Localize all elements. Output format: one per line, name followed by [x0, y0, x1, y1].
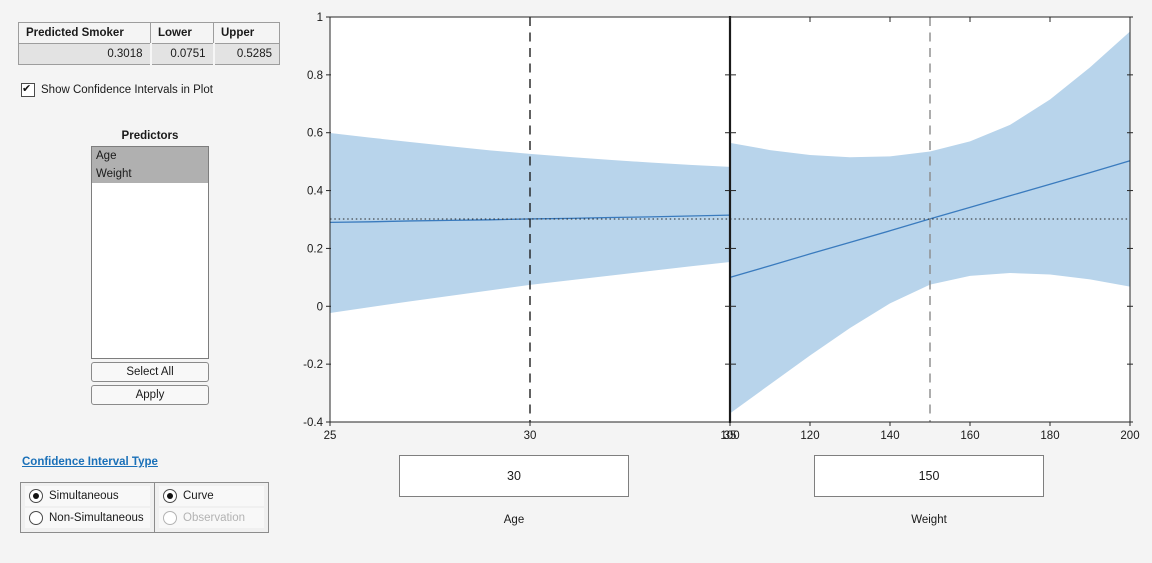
radio-simultaneous[interactable]: Simultaneous	[25, 486, 150, 506]
y-tick-label: -0.2	[303, 359, 323, 371]
radio-icon-non-simultaneous[interactable]	[29, 511, 43, 525]
weight-x-tick-label: 100	[720, 430, 739, 442]
y-tick-label: -0.4	[303, 417, 323, 429]
list-item-age[interactable]: Age	[92, 147, 208, 165]
age-x-tick-label: 35	[724, 430, 737, 442]
confidence-interval-type-link[interactable]: Confidence Interval Type	[22, 456, 158, 468]
weight-x-tick-label: 180	[1040, 430, 1059, 442]
column-header-lower: Lower	[150, 22, 214, 44]
radio-icon-simultaneous[interactable]	[29, 489, 43, 503]
column-header-upper: Upper	[213, 22, 280, 44]
radio-icon-curve[interactable]	[163, 489, 177, 503]
age-editor-label: Age	[503, 514, 525, 526]
y-tick-label: 0	[317, 301, 323, 313]
y-tick-label: 0.2	[307, 243, 323, 255]
radio-label: Simultaneous	[49, 490, 119, 502]
radio-non-simultaneous[interactable]: Non-Simultaneous	[25, 508, 150, 528]
predicted-value: 0.3018	[18, 43, 151, 65]
weight-editor-label: Weight	[911, 514, 947, 526]
age-x-tick-label: 25	[324, 430, 337, 442]
radio-label: Curve	[183, 490, 214, 502]
y-tick-label: 0.8	[307, 70, 323, 82]
age-value-input[interactable]	[399, 455, 629, 497]
apply-button[interactable]: Apply	[91, 385, 209, 405]
radio-label: Non-Simultaneous	[49, 512, 144, 524]
checkbox-icon[interactable]	[21, 82, 35, 97]
radio-label: Observation	[183, 512, 246, 524]
show-ci-checkbox-label: Show Confidence Intervals in Plot	[41, 84, 213, 96]
y-tick-label: 0.4	[307, 186, 324, 198]
radio-observation: Observation	[159, 508, 264, 528]
table-value-row: 0.3018 0.0751 0.5285	[18, 43, 280, 65]
y-tick-label: 0.6	[307, 128, 323, 140]
select-all-button[interactable]: Select All	[91, 362, 209, 382]
weight-x-tick-label: 200	[1120, 430, 1139, 442]
slice-plot-canvas: 25 30 35 -0.4 -0.2 0 0.2 0.4 0.6 0.8 1 100 120 140 160…	[303, 12, 1139, 442]
prediction-results-table: Predicted Smoker Lower Upper 0.3018 0.07…	[18, 22, 280, 65]
y-tick-label: 1	[317, 12, 323, 24]
weight-x-tick-label: 120	[800, 430, 819, 442]
predictors-listbox[interactable]: Age Weight	[91, 146, 209, 359]
lower-value: 0.0751	[149, 43, 214, 65]
predictors-title: Predictors	[121, 130, 179, 142]
age-x-tick-label: 30	[524, 430, 537, 442]
curve-observation-radio-group: Curve Observation	[155, 482, 269, 533]
column-header-predicted: Predicted Smoker	[18, 22, 151, 44]
radio-curve[interactable]: Curve	[159, 486, 264, 506]
weight-x-tick-label: 140	[880, 430, 899, 442]
ci-type-radio-panel: Simultaneous Non-Simultaneous Curve Obse…	[20, 482, 269, 533]
slice-plots-container: 25 30 35 -0.4 -0.2 0 0.2 0.4 0.6 0.8 1 100 120 140 160…	[290, 10, 1142, 452]
show-ci-checkbox-row[interactable]: Show Confidence Intervals in Plot	[21, 82, 213, 97]
weight-value-input[interactable]	[814, 455, 1044, 497]
table-header-row: Predicted Smoker Lower Upper	[18, 22, 280, 44]
list-item-weight[interactable]: Weight	[92, 165, 208, 183]
simultaneity-radio-group: Simultaneous Non-Simultaneous	[20, 482, 155, 533]
upper-value: 0.5285	[212, 43, 280, 65]
radio-icon-observation	[163, 511, 177, 525]
weight-x-tick-label: 160	[960, 430, 979, 442]
